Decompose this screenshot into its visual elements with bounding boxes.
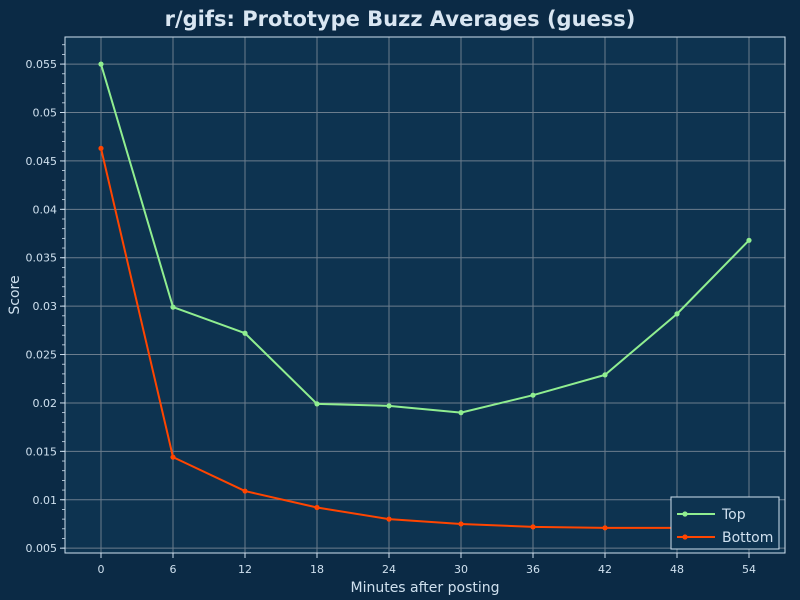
x-tick-label: 0 <box>98 563 105 576</box>
plot-area <box>65 37 785 553</box>
data-point-bottom <box>242 488 248 494</box>
y-axis-label: Score <box>7 275 23 314</box>
axis-ticks: 0 6 12 18 24 30 36 42 48 54 0.005 0.01 0.015 0.02 0.02… <box>26 44 756 576</box>
y-tick-label: 0.03 <box>33 300 58 313</box>
x-tick-label: 24 <box>382 563 396 576</box>
data-point-top <box>170 304 176 310</box>
data-point-top <box>314 401 320 407</box>
y-tick-label: 0.025 <box>26 349 58 362</box>
legend-marker-top <box>682 511 688 517</box>
x-tick-label: 48 <box>670 563 684 576</box>
data-point-top <box>602 372 608 378</box>
data-point-top <box>530 392 536 398</box>
y-tick-label: 0.04 <box>33 203 58 216</box>
y-tick-label: 0.02 <box>33 397 58 410</box>
y-tick-label: 0.01 <box>33 494 58 507</box>
data-point-top <box>386 403 392 409</box>
legend-label-bottom: Bottom <box>722 530 773 546</box>
data-point-bottom <box>530 524 536 530</box>
data-point-top <box>674 311 680 317</box>
data-point-top <box>98 61 104 67</box>
data-point-bottom <box>98 145 104 151</box>
y-tick-label: 0.015 <box>26 445 58 458</box>
data-point-bottom <box>602 525 608 531</box>
data-point-bottom <box>458 521 464 527</box>
y-tick-label: 0.055 <box>26 58 58 71</box>
series-line-top <box>100 63 750 414</box>
data-point-bottom <box>314 504 320 511</box>
data-point-top <box>746 237 752 243</box>
x-tick-label: 12 <box>238 563 252 576</box>
y-tick-label: 0.05 <box>33 107 58 120</box>
data-point-top <box>242 330 248 336</box>
y-tick-label: 0.045 <box>26 155 58 168</box>
chart-title: r/gifs: Prototype Buzz Averages (guess) <box>165 7 636 31</box>
y-tick-label: 0.035 <box>26 252 58 265</box>
x-tick-label: 54 <box>742 563 756 576</box>
data-point-top <box>458 410 464 416</box>
x-tick-label: 6 <box>170 563 177 576</box>
y-tick-label: 0.005 <box>26 542 58 555</box>
grid <box>65 37 785 553</box>
series-layer <box>98 61 752 531</box>
data-point-bottom <box>170 454 176 460</box>
legend-label-top: Top <box>721 507 746 523</box>
legend-box <box>670 496 780 550</box>
x-tick-label: 42 <box>598 563 612 576</box>
legend-marker-bottom <box>682 534 688 540</box>
data-point-bottom <box>386 516 392 522</box>
legend: Top Bottom <box>670 496 780 550</box>
x-axis-label: Minutes after posting <box>350 580 499 596</box>
x-tick-label: 36 <box>526 563 540 576</box>
x-tick-label: 18 <box>310 563 324 576</box>
plot-frame <box>64 36 786 554</box>
x-tick-label: 30 <box>454 563 468 576</box>
